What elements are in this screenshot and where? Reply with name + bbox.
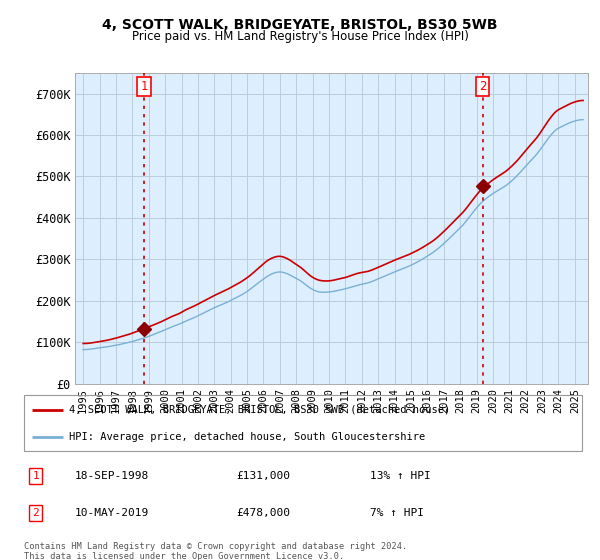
Text: 7% ↑ HPI: 7% ↑ HPI [370, 508, 424, 518]
Text: 13% ↑ HPI: 13% ↑ HPI [370, 471, 431, 481]
Text: 2: 2 [479, 80, 487, 94]
Text: 1: 1 [140, 80, 148, 94]
Text: 10-MAY-2019: 10-MAY-2019 [74, 508, 148, 518]
Text: 1: 1 [32, 471, 39, 481]
Text: HPI: Average price, detached house, South Gloucestershire: HPI: Average price, detached house, Sout… [68, 432, 425, 442]
Text: 4, SCOTT WALK, BRIDGEYATE, BRISTOL, BS30 5WB (detached house): 4, SCOTT WALK, BRIDGEYATE, BRISTOL, BS30… [68, 405, 450, 415]
Text: £478,000: £478,000 [236, 508, 290, 518]
Text: Price paid vs. HM Land Registry's House Price Index (HPI): Price paid vs. HM Land Registry's House … [131, 30, 469, 43]
Text: 2: 2 [32, 508, 39, 518]
Text: Contains HM Land Registry data © Crown copyright and database right 2024.
This d: Contains HM Land Registry data © Crown c… [24, 542, 407, 560]
Text: 4, SCOTT WALK, BRIDGEYATE, BRISTOL, BS30 5WB: 4, SCOTT WALK, BRIDGEYATE, BRISTOL, BS30… [102, 18, 498, 32]
Text: 18-SEP-1998: 18-SEP-1998 [74, 471, 148, 481]
Text: £131,000: £131,000 [236, 471, 290, 481]
